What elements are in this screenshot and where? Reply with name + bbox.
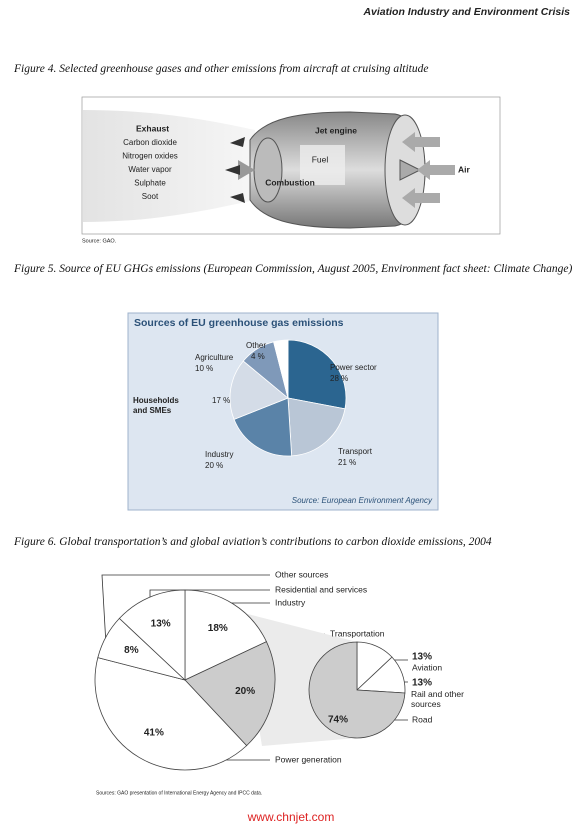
exhaust-item: Carbon dioxide [123, 138, 177, 147]
caption-box: Figure 6. Global transportation’s and gl… [14, 536, 492, 548]
exhaust-arrows [225, 137, 245, 203]
slice-value-label: 41% [144, 727, 164, 738]
slice-name: Transport [338, 447, 373, 456]
slice-name: Aviation [412, 662, 442, 672]
exhaust-item: Nitrogen oxides [122, 152, 178, 161]
slice-value-label: 18% [208, 623, 228, 634]
slice-value-label: 74% [328, 715, 348, 726]
slice-value-label: 13% [151, 618, 171, 629]
intake-arrows [402, 132, 455, 208]
slice-value-label: 13% [412, 652, 432, 663]
pie-slice [287, 397, 346, 457]
slice-value-label: 20 % [205, 461, 223, 470]
jet-engine-label: Jet engine [315, 125, 357, 135]
engine-figure [81, 96, 501, 235]
slice-value-label: 17 % [212, 396, 230, 405]
cone [238, 160, 255, 180]
slice-name: Residential and services [275, 584, 367, 594]
pie-slice [273, 339, 289, 399]
figure4-caption: Figure 4. Selected greenhouse gases and … [14, 63, 429, 75]
spinner [399, 159, 422, 181]
slice-name: Road [412, 714, 433, 724]
slice-name: Households and SMEs [133, 396, 179, 415]
pie-slice [94, 657, 248, 771]
figure6-caption: Figure 6. Global transportation’s and gl… [14, 536, 492, 548]
figure4-source: Source: GAO. [82, 238, 117, 244]
exhaust-item: Sulphate [134, 179, 166, 188]
slice-value-label: 13% [412, 678, 432, 689]
pie-slice [184, 589, 267, 681]
caption-box: Figure 5. Source of EU GHGs emissions (E… [14, 263, 573, 275]
slice-name: Other sources [275, 569, 328, 579]
slice-name: Rail and other sources [411, 689, 464, 709]
slice-name: Power sector [330, 363, 377, 372]
figure5-caption: Figure 5. Source of EU GHGs emissions (E… [14, 263, 573, 275]
slice-name: Industry [205, 450, 233, 459]
figure6-source: Sources: GAO presentation of Internation… [96, 790, 262, 796]
slice-name: Power generation [275, 754, 342, 764]
exhaust-item: Water vapor [128, 165, 172, 174]
slice-name-box: Rail and other sources [411, 689, 464, 709]
combustion-label: Combustion [265, 177, 315, 187]
figure5-source: Source: European Environment Agency [292, 496, 433, 505]
watermark: www.chnjet.com [247, 810, 335, 824]
slice-value-label: 21 % [338, 458, 356, 467]
slice-name-box: Households and SMEs [133, 396, 179, 415]
pie-slice [229, 360, 289, 420]
slice-value-label: 20% [235, 686, 255, 697]
pie-slice [184, 641, 276, 747]
fuel-label: Fuel [312, 154, 329, 164]
engine-nozzle [253, 137, 283, 203]
slice-name: Agriculture [195, 353, 234, 362]
exhaust-title: Exhaust [136, 123, 169, 133]
slice-value-label: 8% [124, 645, 139, 656]
exhaust-item: Soot [142, 192, 159, 201]
exhaust-plume [83, 110, 255, 222]
figure5-title: Sources of EU greenhouse gas emissions [134, 317, 344, 329]
slice-name: Transportation [330, 628, 385, 638]
slice-value-label: 28 % [330, 374, 348, 383]
pie-slice [287, 339, 347, 410]
slice-name: Other [246, 341, 266, 350]
running-header: Aviation Industry and Environment Crisis [362, 6, 570, 18]
caption-box: Figure 4. Selected greenhouse gases and … [14, 63, 429, 75]
combustor [300, 145, 345, 185]
pie-slice [118, 589, 186, 681]
pie-slice [308, 641, 406, 739]
slice-value-label: 10 % [195, 364, 213, 373]
slice-value-label: 4 % [251, 352, 265, 361]
air-label: Air [458, 164, 471, 174]
pie-slice [233, 397, 293, 457]
slice-name: Industry [275, 597, 306, 607]
